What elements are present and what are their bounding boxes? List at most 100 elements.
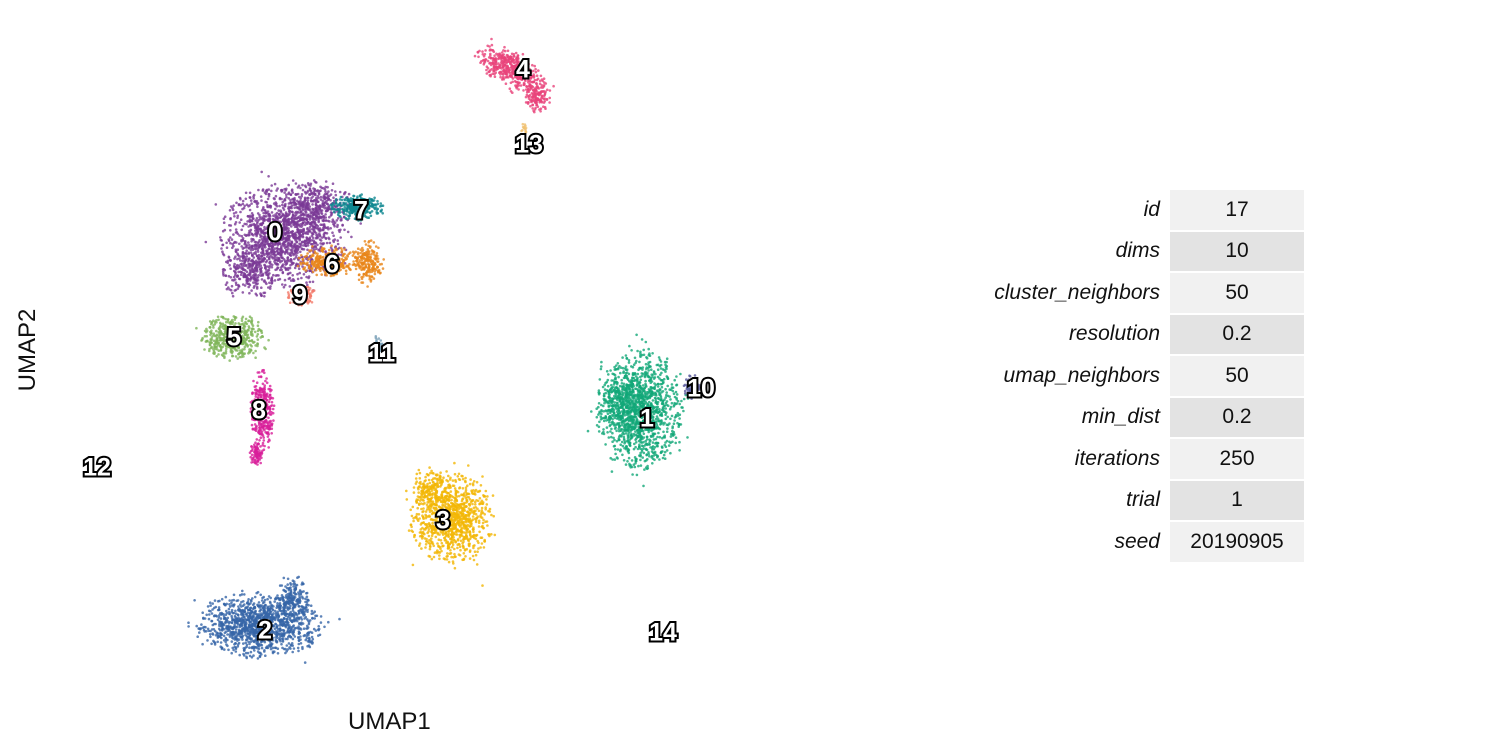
data-point	[264, 646, 268, 650]
data-point	[605, 419, 608, 422]
data-point	[642, 440, 645, 444]
data-point	[455, 504, 459, 508]
data-point	[628, 443, 632, 447]
data-point	[295, 600, 299, 603]
data-point	[663, 360, 667, 364]
data-point	[459, 548, 462, 552]
data-point	[650, 368, 653, 372]
data-point	[291, 620, 294, 624]
data-point	[479, 484, 483, 487]
data-point	[301, 247, 304, 251]
data-point	[431, 492, 435, 495]
data-point	[423, 483, 426, 487]
data-point	[289, 593, 292, 597]
data-point	[292, 633, 295, 636]
data-point	[453, 472, 457, 476]
data-point	[248, 637, 252, 640]
data-point	[285, 644, 289, 647]
data-point	[454, 533, 458, 536]
data-point	[490, 513, 493, 517]
data-point	[460, 493, 463, 497]
data-point	[611, 399, 614, 403]
data-point	[487, 533, 490, 536]
data-point	[448, 552, 452, 555]
data-point	[618, 424, 621, 427]
data-point	[205, 613, 208, 617]
data-point	[426, 505, 430, 509]
data-point	[627, 361, 631, 364]
data-point	[658, 458, 661, 461]
data-point	[670, 383, 674, 386]
data-point	[254, 646, 258, 649]
data-point	[597, 430, 601, 433]
data-point	[438, 554, 441, 557]
data-point	[237, 630, 241, 634]
data-point	[248, 654, 252, 658]
data-point	[287, 587, 291, 590]
data-point	[445, 555, 449, 558]
data-point	[651, 462, 654, 465]
data-point	[276, 652, 280, 655]
data-point	[292, 580, 296, 583]
data-point	[410, 514, 414, 518]
data-point	[614, 448, 617, 451]
data-point	[427, 473, 430, 477]
data-point	[216, 600, 220, 603]
data-point	[674, 413, 678, 417]
data-point	[298, 271, 302, 275]
data-point	[602, 404, 605, 408]
data-point	[457, 515, 460, 518]
data-point	[595, 415, 599, 419]
data-point	[306, 598, 310, 602]
data-point	[644, 447, 648, 451]
data-point	[276, 631, 279, 635]
data-point	[251, 628, 255, 631]
data-point	[293, 628, 296, 631]
data-point	[661, 381, 665, 385]
data-point	[299, 608, 302, 611]
data-point	[225, 643, 228, 646]
data-point	[425, 485, 429, 489]
data-point	[620, 378, 623, 382]
data-point	[468, 482, 472, 486]
data-point	[250, 656, 254, 659]
data-point	[472, 544, 475, 548]
data-point	[481, 475, 484, 478]
data-point	[418, 535, 422, 538]
data-point	[280, 268, 284, 272]
data-point	[248, 642, 251, 646]
data-point	[323, 625, 326, 629]
data-point	[597, 425, 601, 429]
data-point	[296, 186, 300, 189]
data-point	[642, 451, 646, 455]
data-point	[472, 506, 476, 510]
data-point	[269, 647, 273, 651]
data-point	[424, 513, 427, 517]
data-point	[290, 628, 293, 631]
data-point	[439, 539, 443, 542]
data-point	[630, 428, 633, 432]
data-point	[281, 283, 284, 286]
data-point	[256, 644, 260, 648]
data-point	[420, 493, 424, 497]
data-point	[644, 396, 648, 399]
data-point	[609, 416, 612, 420]
data-point	[627, 359, 631, 362]
data-point	[252, 646, 255, 650]
data-point	[649, 378, 653, 381]
data-point	[271, 646, 275, 650]
data-point	[638, 360, 641, 364]
data-point	[279, 609, 282, 613]
data-point	[665, 400, 669, 403]
data-point	[629, 399, 632, 402]
data-point	[419, 528, 423, 531]
data-point	[247, 629, 251, 633]
data-point	[586, 429, 590, 433]
data-point	[245, 613, 248, 616]
data-point	[456, 521, 460, 524]
data-point	[432, 555, 436, 559]
data-point	[474, 512, 478, 516]
data-point	[432, 525, 435, 528]
data-point	[661, 436, 664, 440]
data-point	[301, 597, 305, 600]
